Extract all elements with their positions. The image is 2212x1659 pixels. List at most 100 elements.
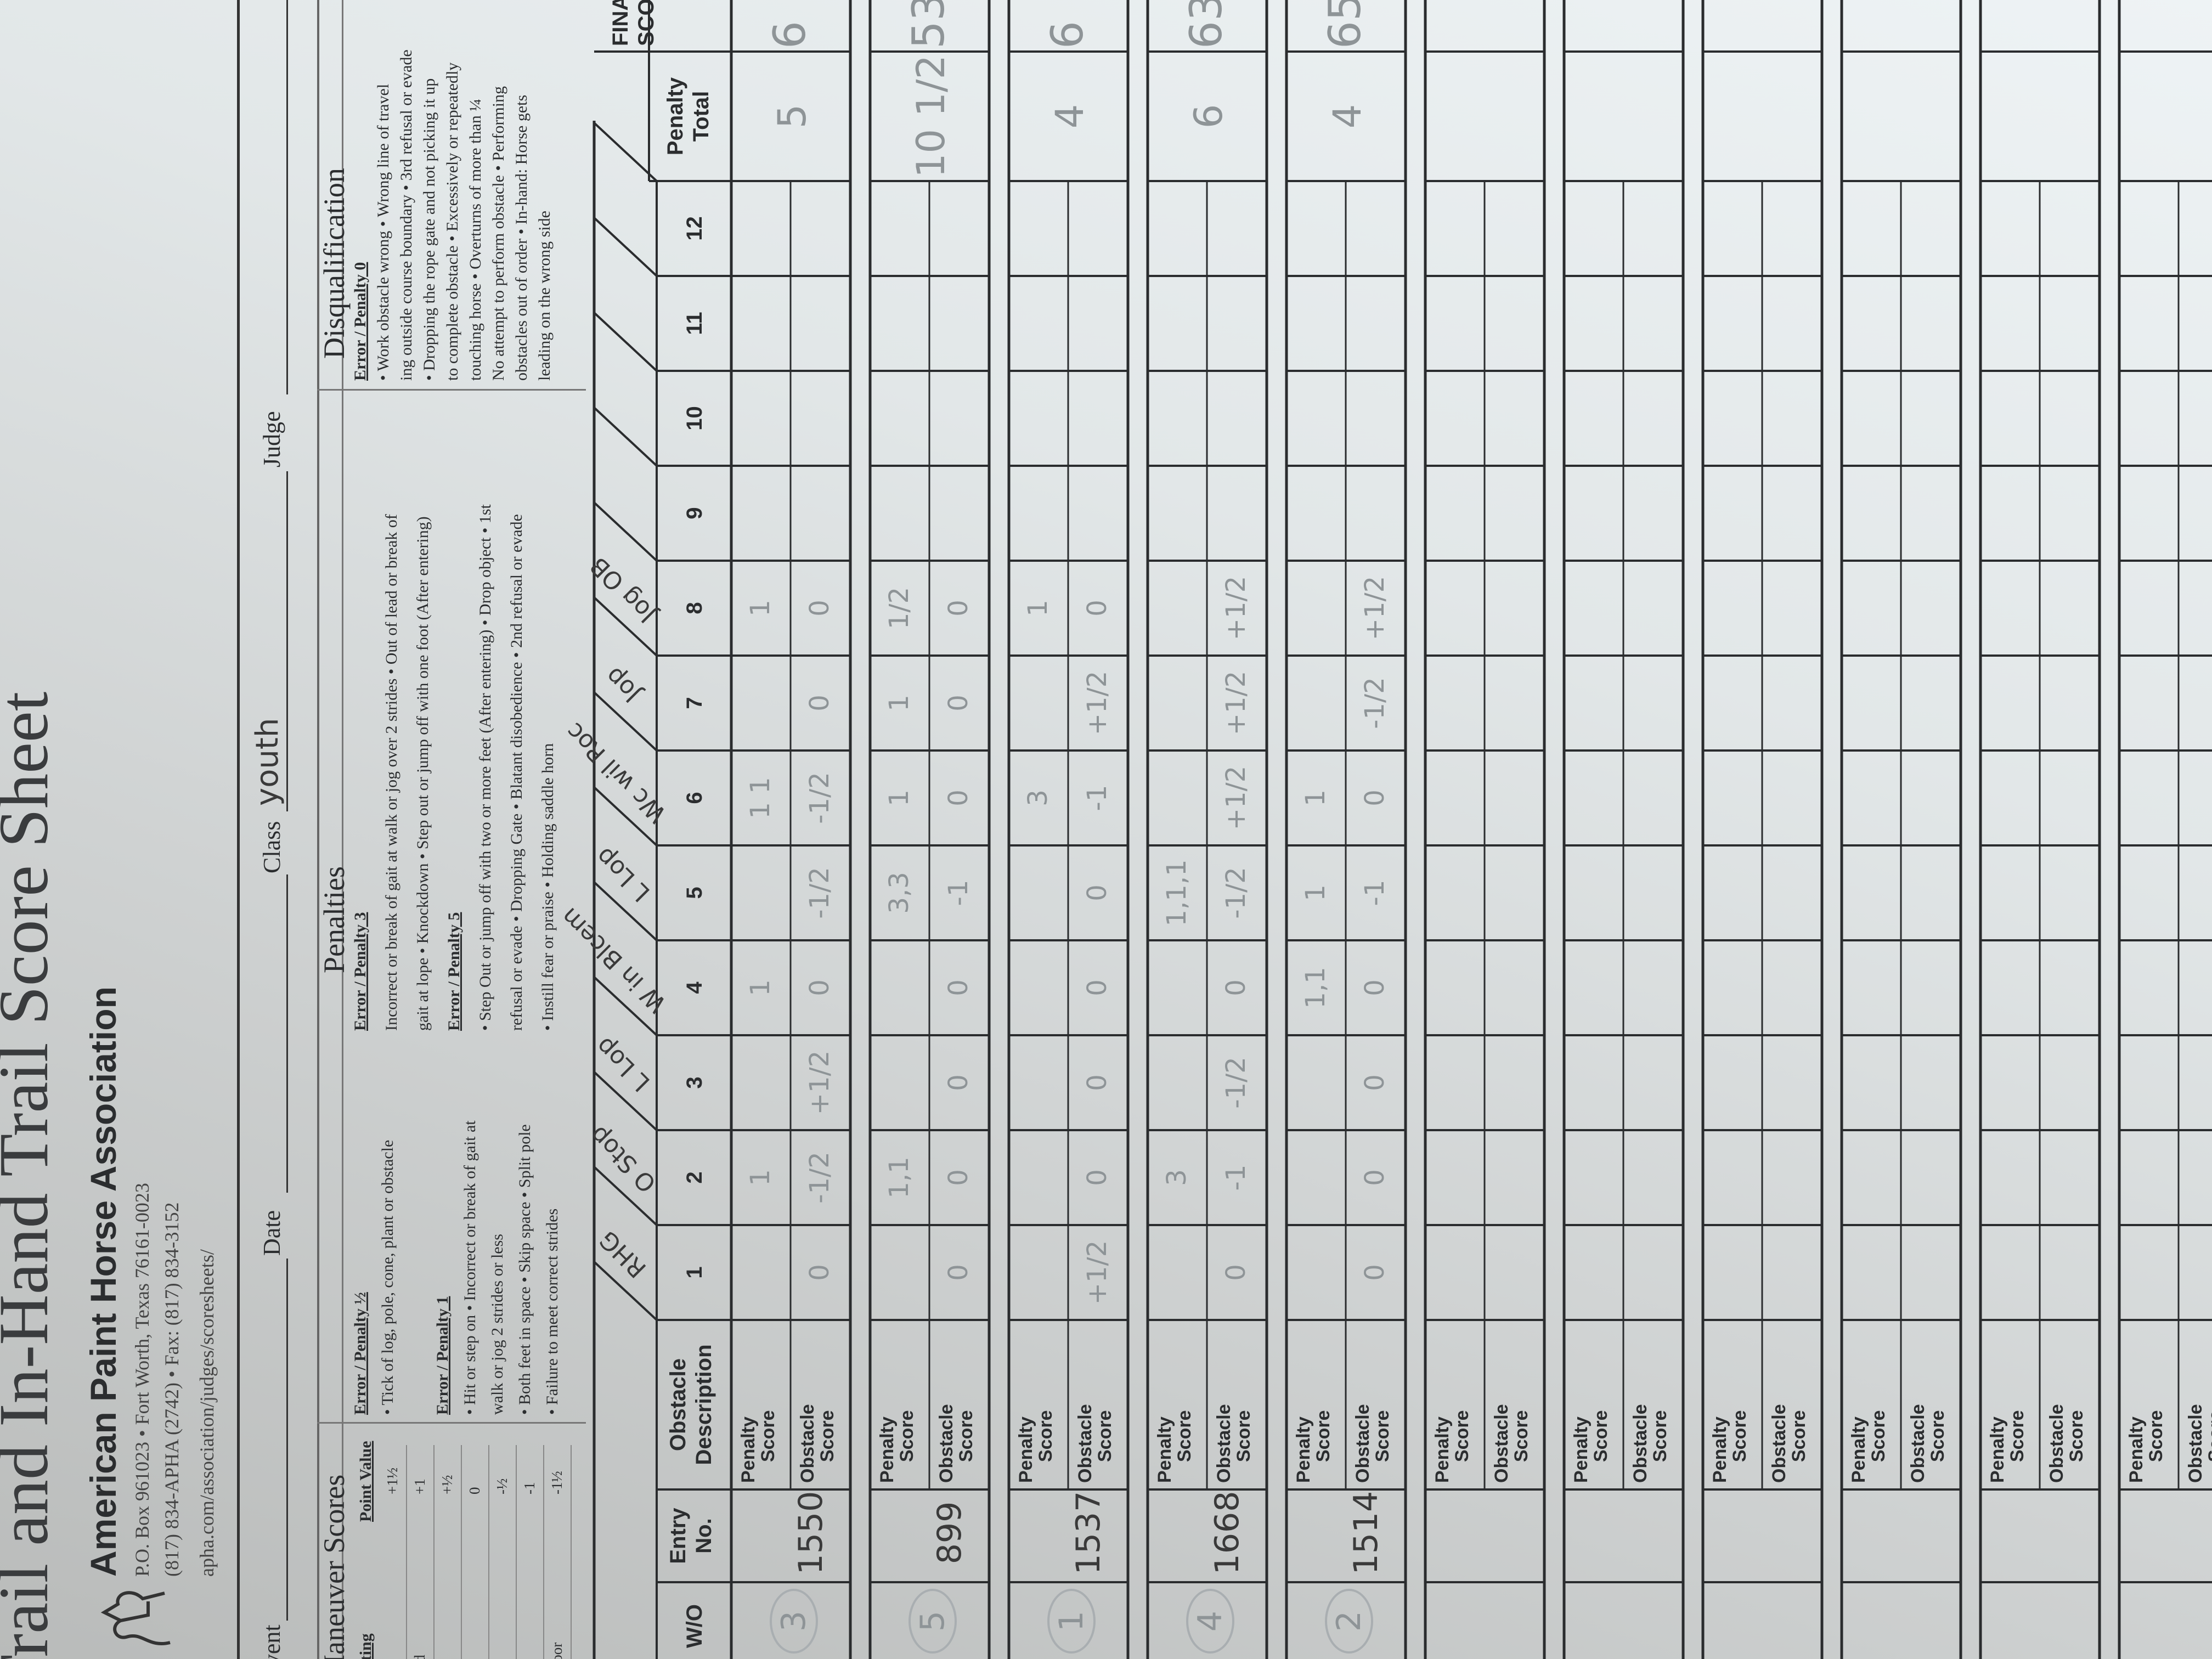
obstacle-score-cell[interactable]	[1623, 1225, 1683, 1320]
obstacle-score-cell[interactable]: 0	[791, 561, 850, 656]
obstacle-score-cell[interactable]	[1623, 940, 1683, 1035]
penalty-score-cell[interactable]: 1,1	[1286, 940, 1346, 1035]
penalty-score-cell[interactable]	[870, 1035, 929, 1130]
obstacle-score-cell[interactable]	[2179, 561, 2212, 656]
penalty-score-cell[interactable]	[2119, 561, 2179, 656]
obstacle-score-cell[interactable]: +1/2	[1068, 656, 1128, 751]
penalty-score-cell[interactable]	[2119, 845, 2179, 940]
obstacle-score-cell[interactable]	[1623, 656, 1683, 751]
penalty-score-cell[interactable]	[1148, 1225, 1207, 1320]
penalty-score-cell[interactable]: 3	[1148, 1130, 1207, 1225]
penalty-score-cell[interactable]	[1703, 845, 1762, 940]
obstacle-score-cell[interactable]	[1762, 181, 1822, 276]
obstacle-score-cell[interactable]	[1762, 561, 1822, 656]
obstacle-score-cell[interactable]	[1623, 1130, 1683, 1225]
penalty-score-cell[interactable]	[2119, 940, 2179, 1035]
obstacle-score-cell[interactable]: 0	[1068, 940, 1128, 1035]
penalty-score-cell[interactable]	[1148, 561, 1207, 656]
penalty-score-cell[interactable]	[2119, 656, 2179, 751]
penalty-score-cell[interactable]: 1	[870, 751, 929, 845]
obstacle-score-cell[interactable]	[1901, 656, 1961, 751]
obstacle-score-cell[interactable]: 0	[1068, 1130, 1128, 1225]
obstacle-score-cell[interactable]	[1901, 561, 1961, 656]
penalty-score-cell[interactable]	[1148, 1035, 1207, 1130]
penalty-score-cell[interactable]	[1842, 276, 1901, 371]
obstacle-score-cell[interactable]	[1762, 751, 1822, 845]
penalty-score-cell[interactable]	[1564, 561, 1623, 656]
obstacle-score-cell[interactable]	[1485, 1035, 1544, 1130]
penalty-score-cell[interactable]	[1980, 1035, 2040, 1130]
obstacle-score-cell[interactable]: 0	[929, 940, 989, 1035]
penalty-score-cell[interactable]: 1,1	[870, 1130, 929, 1225]
penalty-score-cell[interactable]: 1	[1286, 751, 1346, 845]
penalty-score-cell[interactable]	[1425, 371, 1485, 466]
obstacle-score-cell[interactable]	[1623, 276, 1683, 371]
obstacle-score-cell[interactable]: 0	[1207, 1225, 1267, 1320]
penalty-score-cell[interactable]	[1009, 466, 1068, 561]
penalty-score-cell[interactable]	[731, 181, 791, 276]
obstacle-score-cell[interactable]	[1068, 466, 1128, 561]
penalty-score-cell[interactable]	[1703, 751, 1762, 845]
penalty-score-cell[interactable]	[2119, 181, 2179, 276]
obstacle-score-cell[interactable]: 0	[929, 751, 989, 845]
obstacle-score-cell[interactable]: +1/2	[1207, 561, 1267, 656]
obstacle-score-cell[interactable]	[2179, 371, 2212, 466]
obstacle-score-cell[interactable]	[1068, 181, 1128, 276]
penalty-score-cell[interactable]	[1425, 845, 1485, 940]
penalty-score-cell[interactable]	[1980, 276, 2040, 371]
penalty-score-cell[interactable]	[1703, 276, 1762, 371]
obstacle-score-cell[interactable]	[1485, 1225, 1544, 1320]
obstacle-score-cell[interactable]: 0	[1068, 561, 1128, 656]
obstacle-score-cell[interactable]	[2040, 751, 2100, 845]
penalty-score-cell[interactable]	[2119, 1225, 2179, 1320]
obstacle-score-cell[interactable]	[2040, 561, 2100, 656]
penalty-score-cell[interactable]	[2119, 1035, 2179, 1130]
penalty-score-cell[interactable]	[1009, 845, 1068, 940]
obstacle-score-cell[interactable]	[1485, 466, 1544, 561]
penalty-score-cell[interactable]	[2119, 1130, 2179, 1225]
penalty-score-cell[interactable]	[1703, 1225, 1762, 1320]
obstacle-score-cell[interactable]: -1	[1068, 751, 1128, 845]
penalty-score-cell[interactable]: 1	[731, 940, 791, 1035]
penalty-score-cell[interactable]	[1703, 466, 1762, 561]
obstacle-score-cell[interactable]	[1623, 466, 1683, 561]
obstacle-score-cell[interactable]	[791, 466, 850, 561]
obstacle-score-cell[interactable]	[2179, 656, 2212, 751]
obstacle-score-cell[interactable]	[2040, 371, 2100, 466]
penalty-score-cell[interactable]	[1980, 371, 2040, 466]
penalty-score-cell[interactable]	[870, 276, 929, 371]
penalty-score-cell[interactable]	[1703, 181, 1762, 276]
penalty-score-cell[interactable]	[731, 1225, 791, 1320]
obstacle-score-cell[interactable]: 0	[1068, 1035, 1128, 1130]
penalty-score-cell[interactable]: 3,3	[870, 845, 929, 940]
penalty-score-cell[interactable]	[1425, 1035, 1485, 1130]
obstacle-score-cell[interactable]: -1/2	[791, 751, 850, 845]
obstacle-score-cell[interactable]: +1/2	[791, 1035, 850, 1130]
obstacle-score-cell[interactable]	[1485, 751, 1544, 845]
obstacle-score-cell[interactable]: 0	[1346, 940, 1406, 1035]
penalty-score-cell[interactable]	[1148, 940, 1207, 1035]
penalty-score-cell[interactable]	[1425, 276, 1485, 371]
obstacle-score-cell[interactable]: 0	[1346, 1130, 1406, 1225]
penalty-score-cell[interactable]	[870, 940, 929, 1035]
penalty-score-cell[interactable]	[1564, 1130, 1623, 1225]
penalty-score-cell[interactable]	[1286, 1130, 1346, 1225]
obstacle-score-cell[interactable]: -1	[1346, 845, 1406, 940]
obstacle-score-cell[interactable]	[1207, 466, 1267, 561]
penalty-score-cell[interactable]	[1842, 1130, 1901, 1225]
obstacle-score-cell[interactable]	[2040, 1130, 2100, 1225]
penalty-score-cell[interactable]	[1009, 181, 1068, 276]
penalty-score-cell[interactable]	[1980, 181, 2040, 276]
penalty-score-cell[interactable]	[1703, 561, 1762, 656]
penalty-score-cell[interactable]	[870, 466, 929, 561]
penalty-score-cell[interactable]	[1564, 751, 1623, 845]
penalty-score-cell[interactable]	[1564, 1035, 1623, 1130]
penalty-score-cell[interactable]	[1148, 751, 1207, 845]
obstacle-score-cell[interactable]	[1623, 1035, 1683, 1130]
penalty-score-cell[interactable]: 1 1	[731, 751, 791, 845]
obstacle-score-cell[interactable]: -1/2	[1207, 845, 1267, 940]
obstacle-score-cell[interactable]	[1762, 940, 1822, 1035]
obstacle-score-cell[interactable]	[2179, 181, 2212, 276]
penalty-score-cell[interactable]	[1286, 276, 1346, 371]
penalty-score-cell[interactable]	[1980, 656, 2040, 751]
